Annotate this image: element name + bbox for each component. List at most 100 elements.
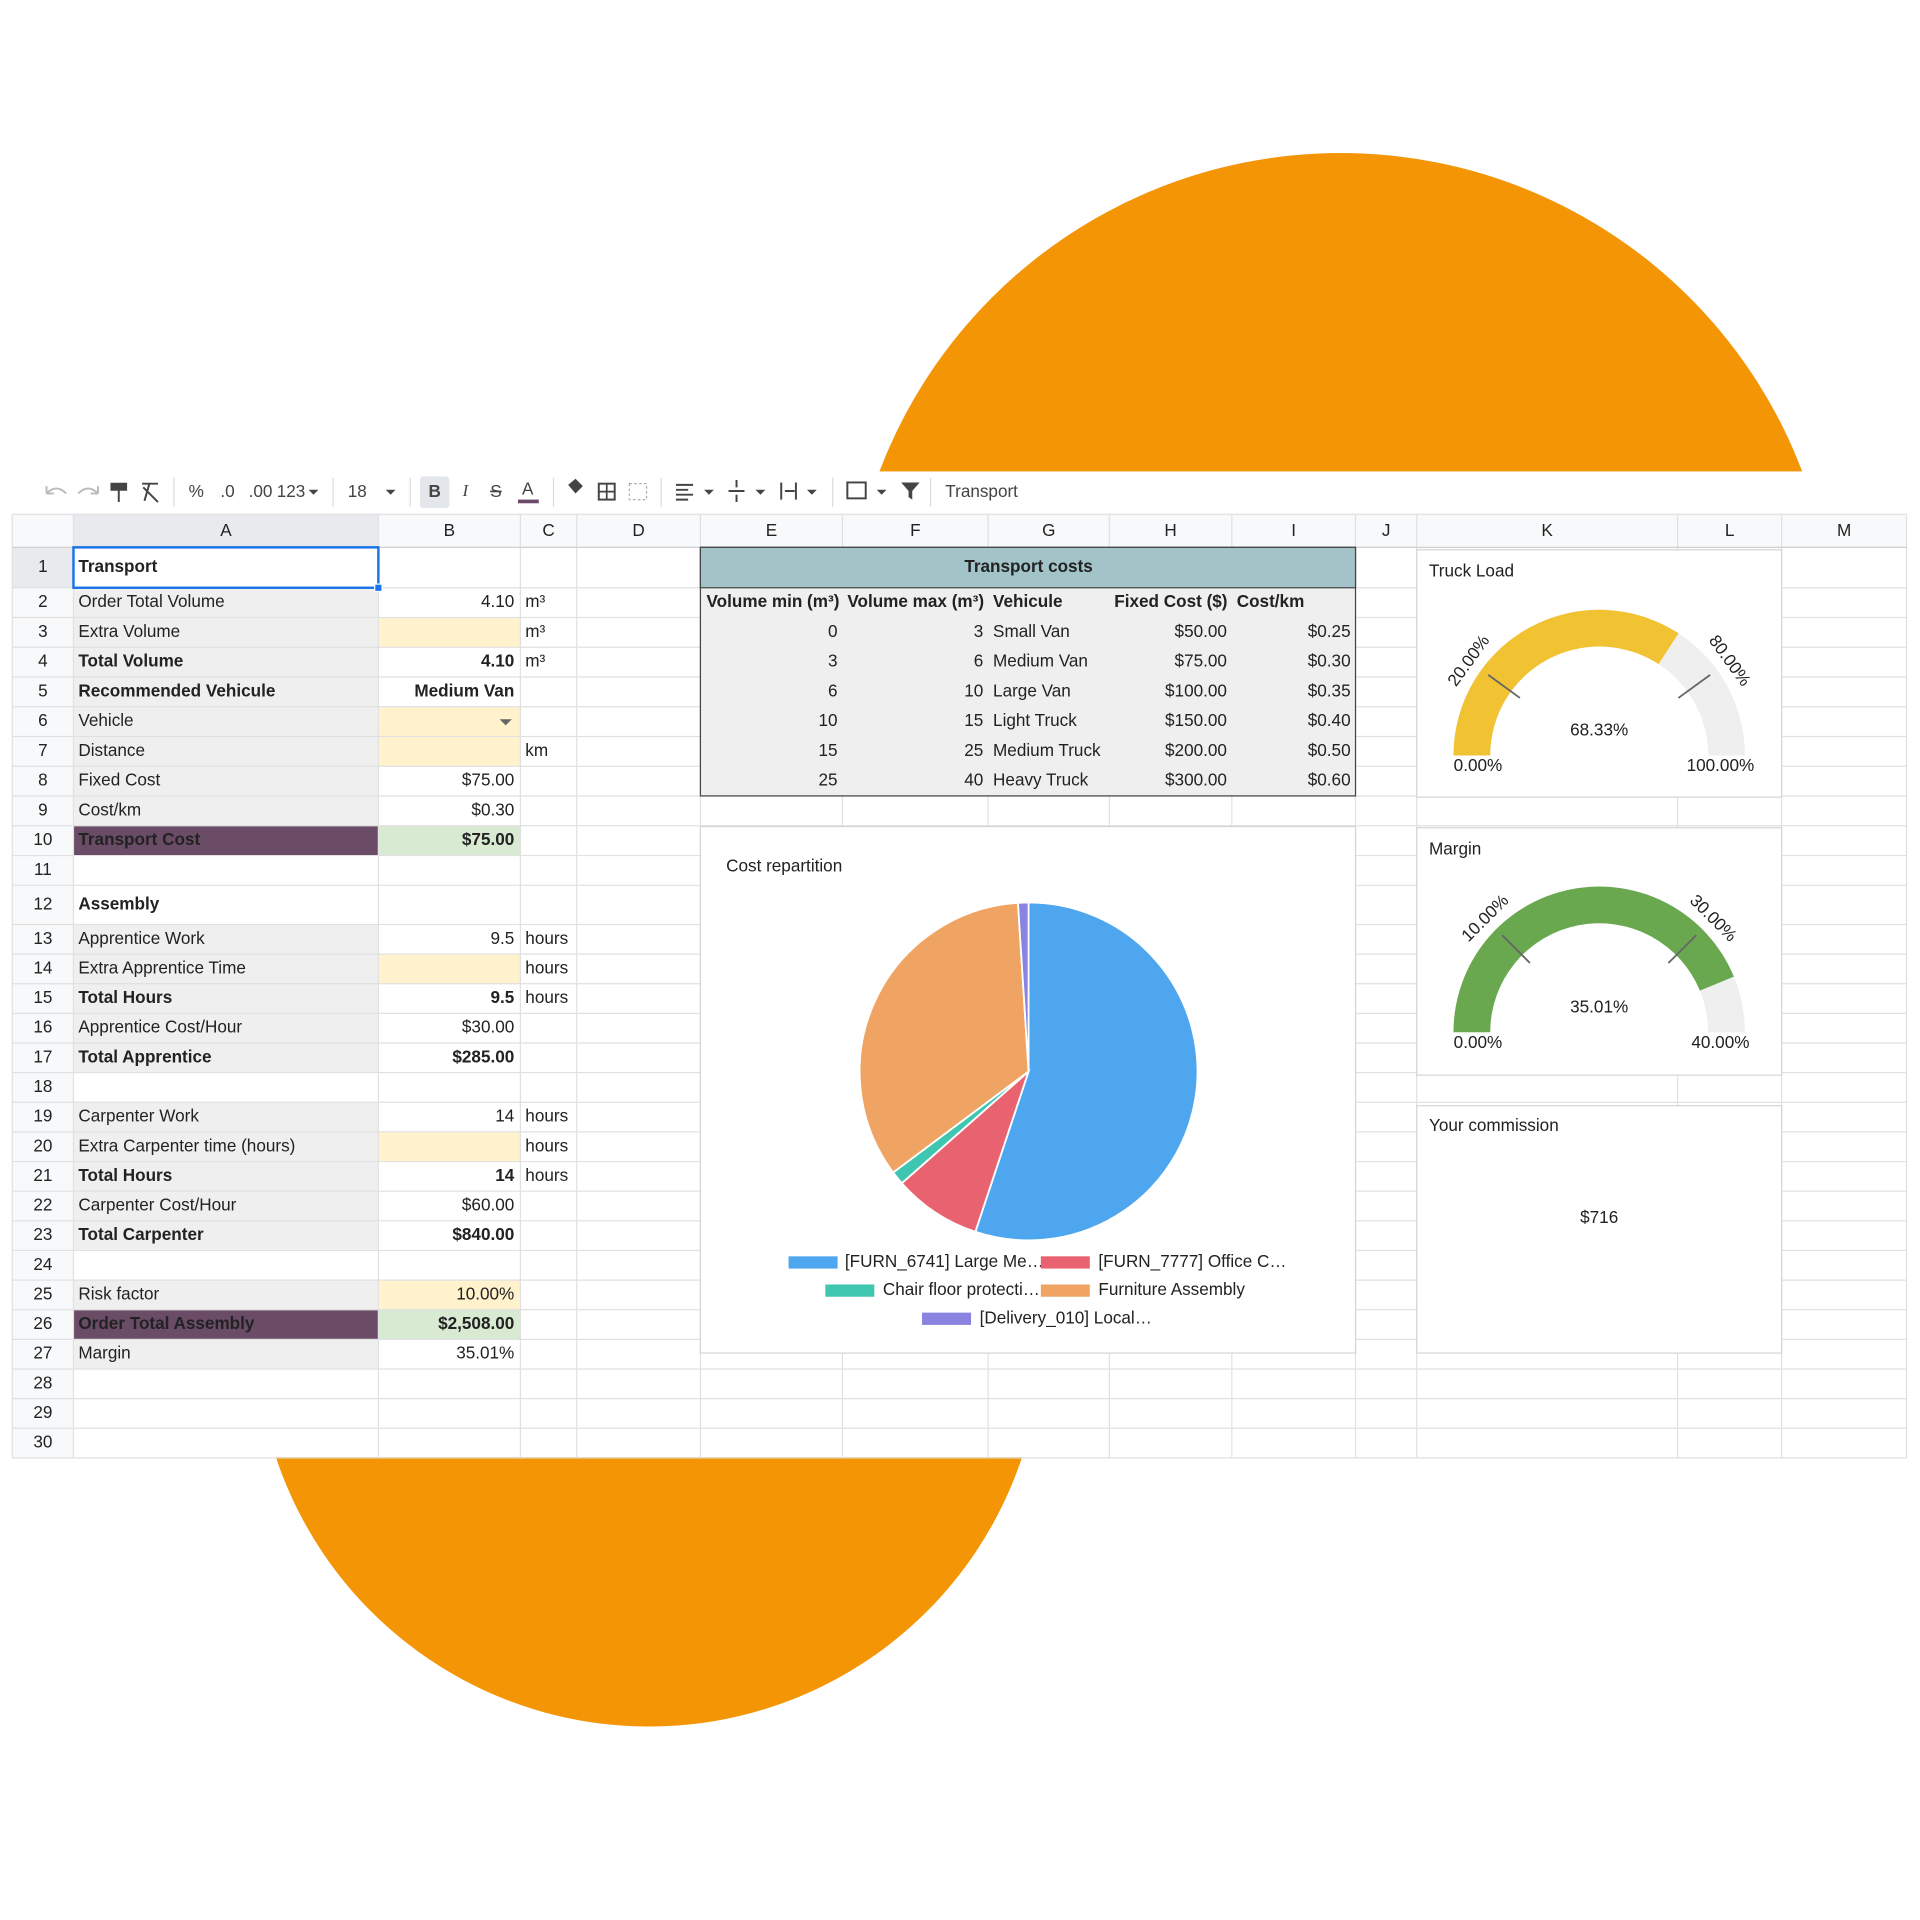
table-cell: $0.40: [1308, 710, 1351, 730]
text-color-bar: [517, 499, 539, 504]
input-cell-fill: [378, 954, 521, 984]
table-header: Volume min (m³): [707, 591, 840, 611]
cell-fill: [73, 587, 379, 618]
formula-bar[interactable]: Transport: [945, 481, 1018, 501]
table-cell: Medium Van: [993, 651, 1088, 671]
cell-value: 14: [495, 1106, 515, 1126]
row-header: 28: [33, 1372, 52, 1392]
table-cell: 25: [964, 740, 983, 760]
fill-color-icon[interactable]: [568, 478, 583, 494]
table-icon[interactable]: [846, 481, 867, 500]
row-label: Vehicle: [78, 710, 133, 730]
dropdown-arrow[interactable]: [499, 719, 512, 726]
gauge-value-label: 35.01%: [1570, 996, 1628, 1016]
table-header: Cost/km: [1237, 591, 1305, 611]
row-header: 27: [33, 1343, 52, 1363]
strikethrough-button[interactable]: S: [490, 481, 501, 501]
column-header: K: [1541, 520, 1553, 540]
format-decrease-decimal[interactable]: .0: [220, 481, 234, 501]
gauge-tick: [1501, 934, 1531, 964]
merge-icon[interactable]: [628, 483, 648, 501]
column-header: M: [1837, 520, 1851, 540]
row-header: 9: [38, 799, 48, 819]
row-header: 20: [33, 1135, 52, 1155]
wrap-icon[interactable]: [780, 482, 797, 500]
gauge-tick-label: 0.00%: [1454, 1032, 1503, 1052]
row-label: Apprentice Work: [78, 928, 205, 948]
valign-icon[interactable]: [728, 480, 745, 503]
column-header: A: [220, 520, 232, 540]
undo-icon[interactable]: [45, 486, 67, 495]
row-header: 5: [38, 680, 48, 700]
input-cell-fill: [378, 1280, 521, 1310]
input-cell-fill: [378, 736, 521, 767]
align-icon[interactable]: [675, 483, 694, 501]
pie-slice: [974, 901, 1199, 1242]
cell-fill: [73, 1309, 379, 1340]
clear-format-icon[interactable]: [142, 482, 159, 503]
table-cell: Heavy Truck: [993, 770, 1089, 790]
row-label: Transport Cost: [78, 829, 200, 849]
input-cell-fill: [378, 706, 521, 737]
cell-unit: hours: [525, 1106, 568, 1126]
cell-unit: hours: [525, 1165, 568, 1185]
cell-fill: [73, 1280, 379, 1310]
cell-unit: m³: [525, 651, 545, 671]
gauge-tick-label: 0.00%: [1454, 755, 1503, 775]
row-label: Recommended Vehicule: [78, 680, 275, 700]
table-cell: Small Van: [993, 621, 1070, 641]
text-color-button[interactable]: A: [522, 478, 534, 498]
cell-fill: [73, 1339, 379, 1369]
cell-value: $285.00: [452, 1046, 514, 1066]
cell-value: $840.00: [452, 1224, 514, 1244]
legend-swatch: [825, 1284, 875, 1297]
cell-unit: hours: [525, 987, 568, 1007]
row-header: 25: [33, 1283, 52, 1303]
cell-fill: [73, 1161, 379, 1192]
row-header: 30: [33, 1432, 52, 1452]
row-header: 8: [38, 770, 48, 790]
borders-icon-lines: [598, 483, 615, 500]
column-header: I: [1291, 520, 1296, 540]
table-cell: 40: [964, 770, 983, 790]
section-title: Transport: [78, 556, 157, 576]
column-header: D: [632, 520, 644, 540]
cell-unit: hours: [525, 957, 568, 977]
table-cell: $300.00: [1165, 770, 1227, 790]
legend-swatch: [1040, 1284, 1090, 1297]
cell-fill: [73, 983, 379, 1014]
table-cell: $50.00: [1175, 621, 1227, 641]
font-size[interactable]: 18: [348, 481, 367, 501]
table-cell: $0.60: [1308, 770, 1351, 790]
caret: [755, 489, 766, 495]
row-label: Fixed Cost: [78, 770, 160, 790]
bold-button[interactable]: B: [429, 481, 441, 501]
cell-fill: [73, 1013, 379, 1044]
row-label: Order Total Volume: [78, 591, 224, 611]
table-header: Fixed Cost ($): [1114, 591, 1227, 611]
legend-label: [FURN_6741] Large Me…: [845, 1251, 1044, 1271]
format-increase-decimal[interactable]: .00: [249, 481, 273, 501]
table-body: [699, 546, 1357, 797]
row-header: 12: [33, 893, 52, 913]
format-more[interactable]: 123: [277, 481, 306, 501]
cell-unit: km: [525, 740, 548, 760]
filter-icon[interactable]: [901, 482, 920, 500]
row-header: 14: [33, 957, 53, 977]
paint-format-icon[interactable]: [110, 482, 128, 503]
cell-fill: [73, 1043, 379, 1073]
legend-swatch: [788, 1256, 838, 1269]
table-header: Volume max (m³): [847, 591, 984, 611]
italic-button[interactable]: I: [461, 481, 469, 500]
table-cell: 6: [974, 651, 984, 671]
format-percent[interactable]: %: [189, 481, 204, 501]
cell-unit: hours: [525, 928, 568, 948]
caret: [385, 489, 396, 495]
scorecard-title: Your commission: [1429, 1115, 1559, 1135]
table-title-bar: [699, 546, 1357, 589]
table-cell: 10: [964, 680, 983, 700]
redo-icon[interactable]: [77, 486, 99, 495]
column-header: B: [444, 520, 455, 540]
row-header: 6: [38, 710, 48, 730]
